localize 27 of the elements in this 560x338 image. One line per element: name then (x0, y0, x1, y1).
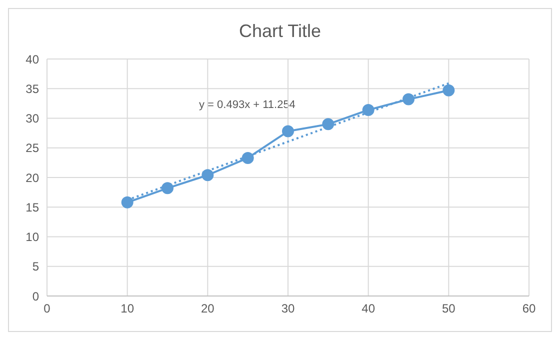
y-tick-label: 15 (26, 200, 40, 214)
point (442, 84, 455, 96)
point (322, 118, 334, 130)
point (362, 104, 374, 116)
point (162, 182, 174, 194)
point (282, 125, 294, 138)
y-tick-label: 0 (32, 289, 40, 304)
y-tick-label: 10 (26, 230, 40, 244)
y-tick-label: 5 (32, 260, 40, 274)
point (202, 169, 214, 182)
x-tick-label: 50 (442, 302, 456, 316)
x-tick-label: 60 (522, 302, 536, 316)
x-tick-label: 0 (44, 302, 51, 316)
x-tick-label: 40 (362, 302, 376, 316)
x-tick-label: 10 (120, 302, 134, 316)
y-tick-label: 40 (26, 52, 40, 66)
point (402, 93, 414, 106)
annotation: y = 0.493x + 11.254 (199, 99, 296, 111)
point (121, 196, 134, 208)
chart-title: Chart Title (238, 21, 322, 42)
point (242, 152, 254, 164)
y-tick-label: 35 (26, 82, 40, 96)
x-tick-label: 30 (281, 302, 295, 316)
y-tick-label: 25 (26, 141, 40, 156)
y-tick-label: 20 (26, 170, 40, 185)
x-tick-label: 20 (200, 302, 215, 316)
y-tick-label: 30 (26, 112, 40, 126)
